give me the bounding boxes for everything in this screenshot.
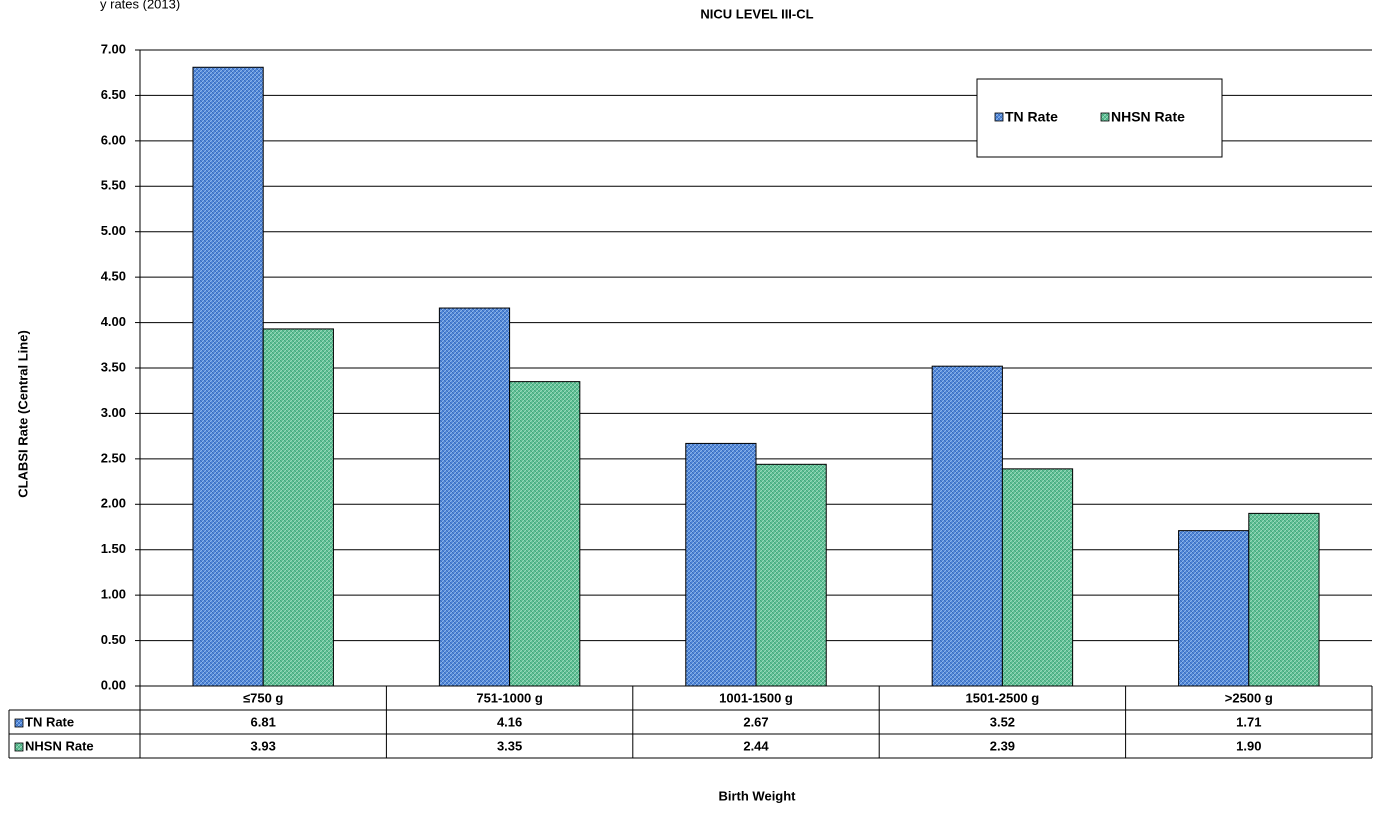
- y-tick-label: 5.00: [101, 223, 126, 238]
- x-axis-title: Birth Weight: [718, 788, 796, 803]
- y-tick-label: 5.50: [101, 178, 126, 193]
- legend-label-tn-rate: TN Rate: [1005, 109, 1058, 125]
- data-label-nhsn-rate-2500-g: 1.90: [1236, 738, 1261, 753]
- x-tick-label-1501-2500-g: 1501-2500 g: [966, 690, 1040, 705]
- bar-nhsn-rate-751-1000-g: [509, 381, 581, 687]
- legend-label-nhsn-rate: NHSN Rate: [1111, 109, 1185, 125]
- y-axis-ticks: 0.00 0.50 1.00 1.50 2.00 2.50 3.00 3.50 4.00 4.50…: [101, 41, 140, 692]
- axes: [139, 50, 1372, 687]
- y-tick-label: 4.00: [101, 314, 126, 329]
- y-tick-label: 6.50: [101, 87, 126, 102]
- y-tick-label: 3.50: [101, 359, 126, 374]
- bar-tn-rate-2500-g: [1178, 530, 1250, 687]
- x-tick-label-1001-1500-g: 1001-1500 g: [719, 690, 793, 705]
- table-swatch-tn-rate: [14, 718, 24, 728]
- data-label-nhsn-rate-1501-2500-g: 2.39: [990, 738, 1015, 753]
- data-table: ≤750 g 751-1000 g 1001-1500 g 1501-2500 g >2…: [8, 686, 1373, 759]
- x-tick-label-751-1000-g: 751-1000 g: [476, 690, 543, 705]
- y-tick-label: 1.00: [101, 587, 126, 602]
- bar-nhsn-rate-1501-2500-g: [1001, 468, 1074, 687]
- data-label-tn-rate-1001-1500-g: 2.67: [743, 714, 768, 729]
- data-label-tn-rate-750-g: 6.81: [251, 714, 276, 729]
- table-series-label-tn-rate: TN Rate: [25, 714, 74, 729]
- bar-tn-rate-750-g: [192, 66, 264, 687]
- table-series-label-nhsn-rate: NHSN Rate: [25, 738, 94, 753]
- data-label-nhsn-rate-1001-1500-g: 2.44: [743, 738, 769, 753]
- data-label-tn-rate-751-1000-g: 4.16: [497, 714, 522, 729]
- legend-swatch-tn-rate: [994, 112, 1004, 122]
- y-tick-label: 7.00: [101, 41, 126, 56]
- y-tick-label: 0.50: [101, 632, 126, 647]
- y-tick-label: 1.50: [101, 541, 126, 556]
- bar-tn-rate-1501-2500-g: [931, 365, 1003, 687]
- legend-swatch-nhsn-rate: [1100, 112, 1110, 122]
- table-swatch-nhsn-rate: [14, 742, 24, 752]
- data-label-nhsn-rate-751-1000-g: 3.35: [497, 738, 522, 753]
- x-tick-label-750-g: ≤750 g: [243, 690, 283, 705]
- header-left-text: y rates (2013): [100, 0, 180, 11]
- bar-tn-rate-1001-1500-g: [685, 442, 757, 687]
- y-axis-title: CLABSI Rate (Central Line): [15, 330, 30, 498]
- y-tick-label: 2.00: [101, 496, 126, 511]
- data-label-tn-rate-1501-2500-g: 3.52: [990, 714, 1015, 729]
- legend-box: [976, 78, 1223, 158]
- y-tick-label: 4.50: [101, 269, 126, 284]
- y-tick-label: 3.00: [101, 405, 126, 420]
- chart-title: NICU LEVEL III-CL: [700, 6, 813, 21]
- y-tick-label: 6.00: [101, 132, 126, 147]
- legend: TN Rate NHSN Rate: [976, 78, 1223, 158]
- bar-tn-rate-751-1000-g: [438, 307, 511, 687]
- bar-nhsn-rate-2500-g: [1248, 512, 1320, 687]
- y-tick-label: 0.00: [101, 677, 126, 692]
- data-label-nhsn-rate-750-g: 3.93: [251, 738, 276, 753]
- data-label-tn-rate-2500-g: 1.71: [1236, 714, 1261, 729]
- bar-nhsn-rate-1001-1500-g: [755, 463, 827, 687]
- x-tick-label-2500-g: >2500 g: [1225, 690, 1273, 705]
- bars: [192, 66, 1320, 687]
- y-tick-label: 2.50: [101, 450, 126, 465]
- bar-nhsn-rate-750-g: [262, 328, 334, 687]
